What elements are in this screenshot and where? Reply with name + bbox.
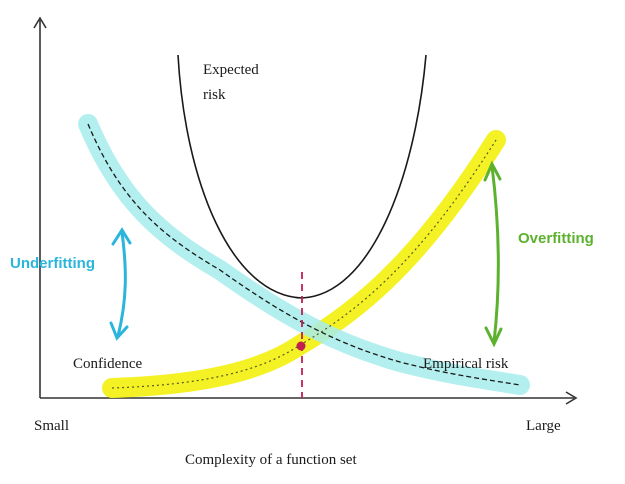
x-axis-title: Complexity of a function set xyxy=(185,452,357,468)
empirical-risk-label: Empirical risk xyxy=(423,356,509,372)
y-axis-arrowhead xyxy=(33,16,47,29)
x-max-label: Large xyxy=(526,418,561,434)
overfitting-arrow xyxy=(483,160,503,348)
underfitting-arrow xyxy=(109,227,132,341)
empirical-risk-curve xyxy=(111,139,497,389)
confidence-label: Confidence xyxy=(73,356,142,372)
x-axis-arrowhead xyxy=(565,391,578,405)
empirical-risk-band xyxy=(102,130,506,398)
expected-risk-label-line2: risk xyxy=(203,87,226,103)
underfitting-label: Underfitting xyxy=(10,255,95,272)
expected-risk-label-line1: Expected xyxy=(203,62,259,78)
confidence-curve xyxy=(87,123,521,386)
x-min-label: Small xyxy=(34,418,69,434)
overfitting-label: Overfitting xyxy=(518,230,594,247)
optimum-point xyxy=(296,341,306,351)
